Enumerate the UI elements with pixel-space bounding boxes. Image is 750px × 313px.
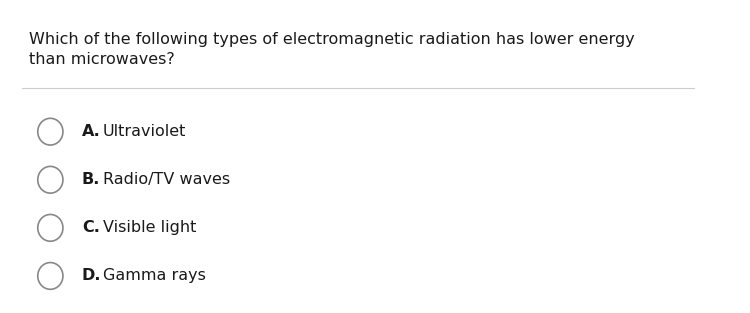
Text: Gamma rays: Gamma rays <box>103 269 206 284</box>
Text: Radio/TV waves: Radio/TV waves <box>103 172 230 187</box>
Text: A.: A. <box>82 124 100 139</box>
Text: Ultraviolet: Ultraviolet <box>103 124 186 139</box>
Ellipse shape <box>38 167 63 193</box>
Text: Visible light: Visible light <box>103 220 196 235</box>
Text: D.: D. <box>82 269 101 284</box>
Ellipse shape <box>38 214 63 241</box>
Text: B.: B. <box>82 172 100 187</box>
Ellipse shape <box>38 118 63 145</box>
Text: Which of the following types of electromagnetic radiation has lower energy
than : Which of the following types of electrom… <box>29 33 635 67</box>
Text: C.: C. <box>82 220 100 235</box>
Ellipse shape <box>38 263 63 289</box>
